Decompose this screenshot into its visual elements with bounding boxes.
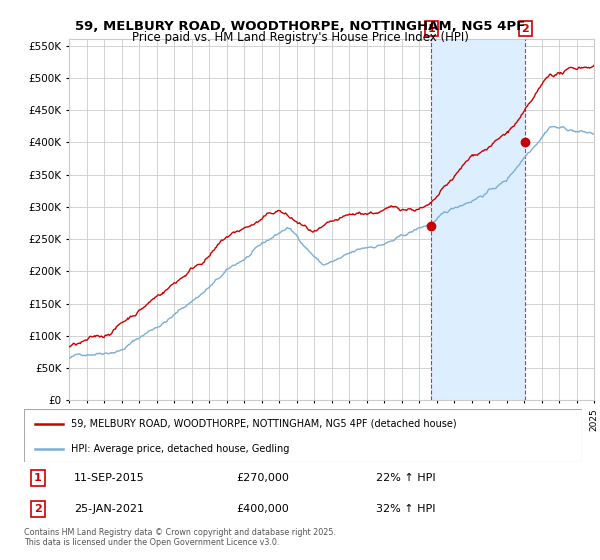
Text: 2: 2 xyxy=(34,504,42,514)
Text: 59, MELBURY ROAD, WOODTHORPE, NOTTINGHAM, NG5 4PF: 59, MELBURY ROAD, WOODTHORPE, NOTTINGHAM… xyxy=(75,20,525,32)
Text: Price paid vs. HM Land Registry's House Price Index (HPI): Price paid vs. HM Land Registry's House … xyxy=(131,31,469,44)
Text: HPI: Average price, detached house, Gedling: HPI: Average price, detached house, Gedl… xyxy=(71,444,290,454)
Text: 1: 1 xyxy=(34,473,42,483)
Text: 22% ↑ HPI: 22% ↑ HPI xyxy=(376,473,435,483)
FancyBboxPatch shape xyxy=(24,409,582,462)
Text: 25-JAN-2021: 25-JAN-2021 xyxy=(74,504,144,514)
Text: Contains HM Land Registry data © Crown copyright and database right 2025.
This d: Contains HM Land Registry data © Crown c… xyxy=(24,528,336,547)
Text: 59, MELBURY ROAD, WOODTHORPE, NOTTINGHAM, NG5 4PF (detached house): 59, MELBURY ROAD, WOODTHORPE, NOTTINGHAM… xyxy=(71,419,457,429)
Text: 11-SEP-2015: 11-SEP-2015 xyxy=(74,473,145,483)
Text: 2: 2 xyxy=(521,24,529,34)
Text: 32% ↑ HPI: 32% ↑ HPI xyxy=(376,504,435,514)
Bar xyxy=(431,39,525,400)
Text: £400,000: £400,000 xyxy=(236,504,289,514)
Text: £270,000: £270,000 xyxy=(236,473,289,483)
Text: 1: 1 xyxy=(428,24,436,34)
